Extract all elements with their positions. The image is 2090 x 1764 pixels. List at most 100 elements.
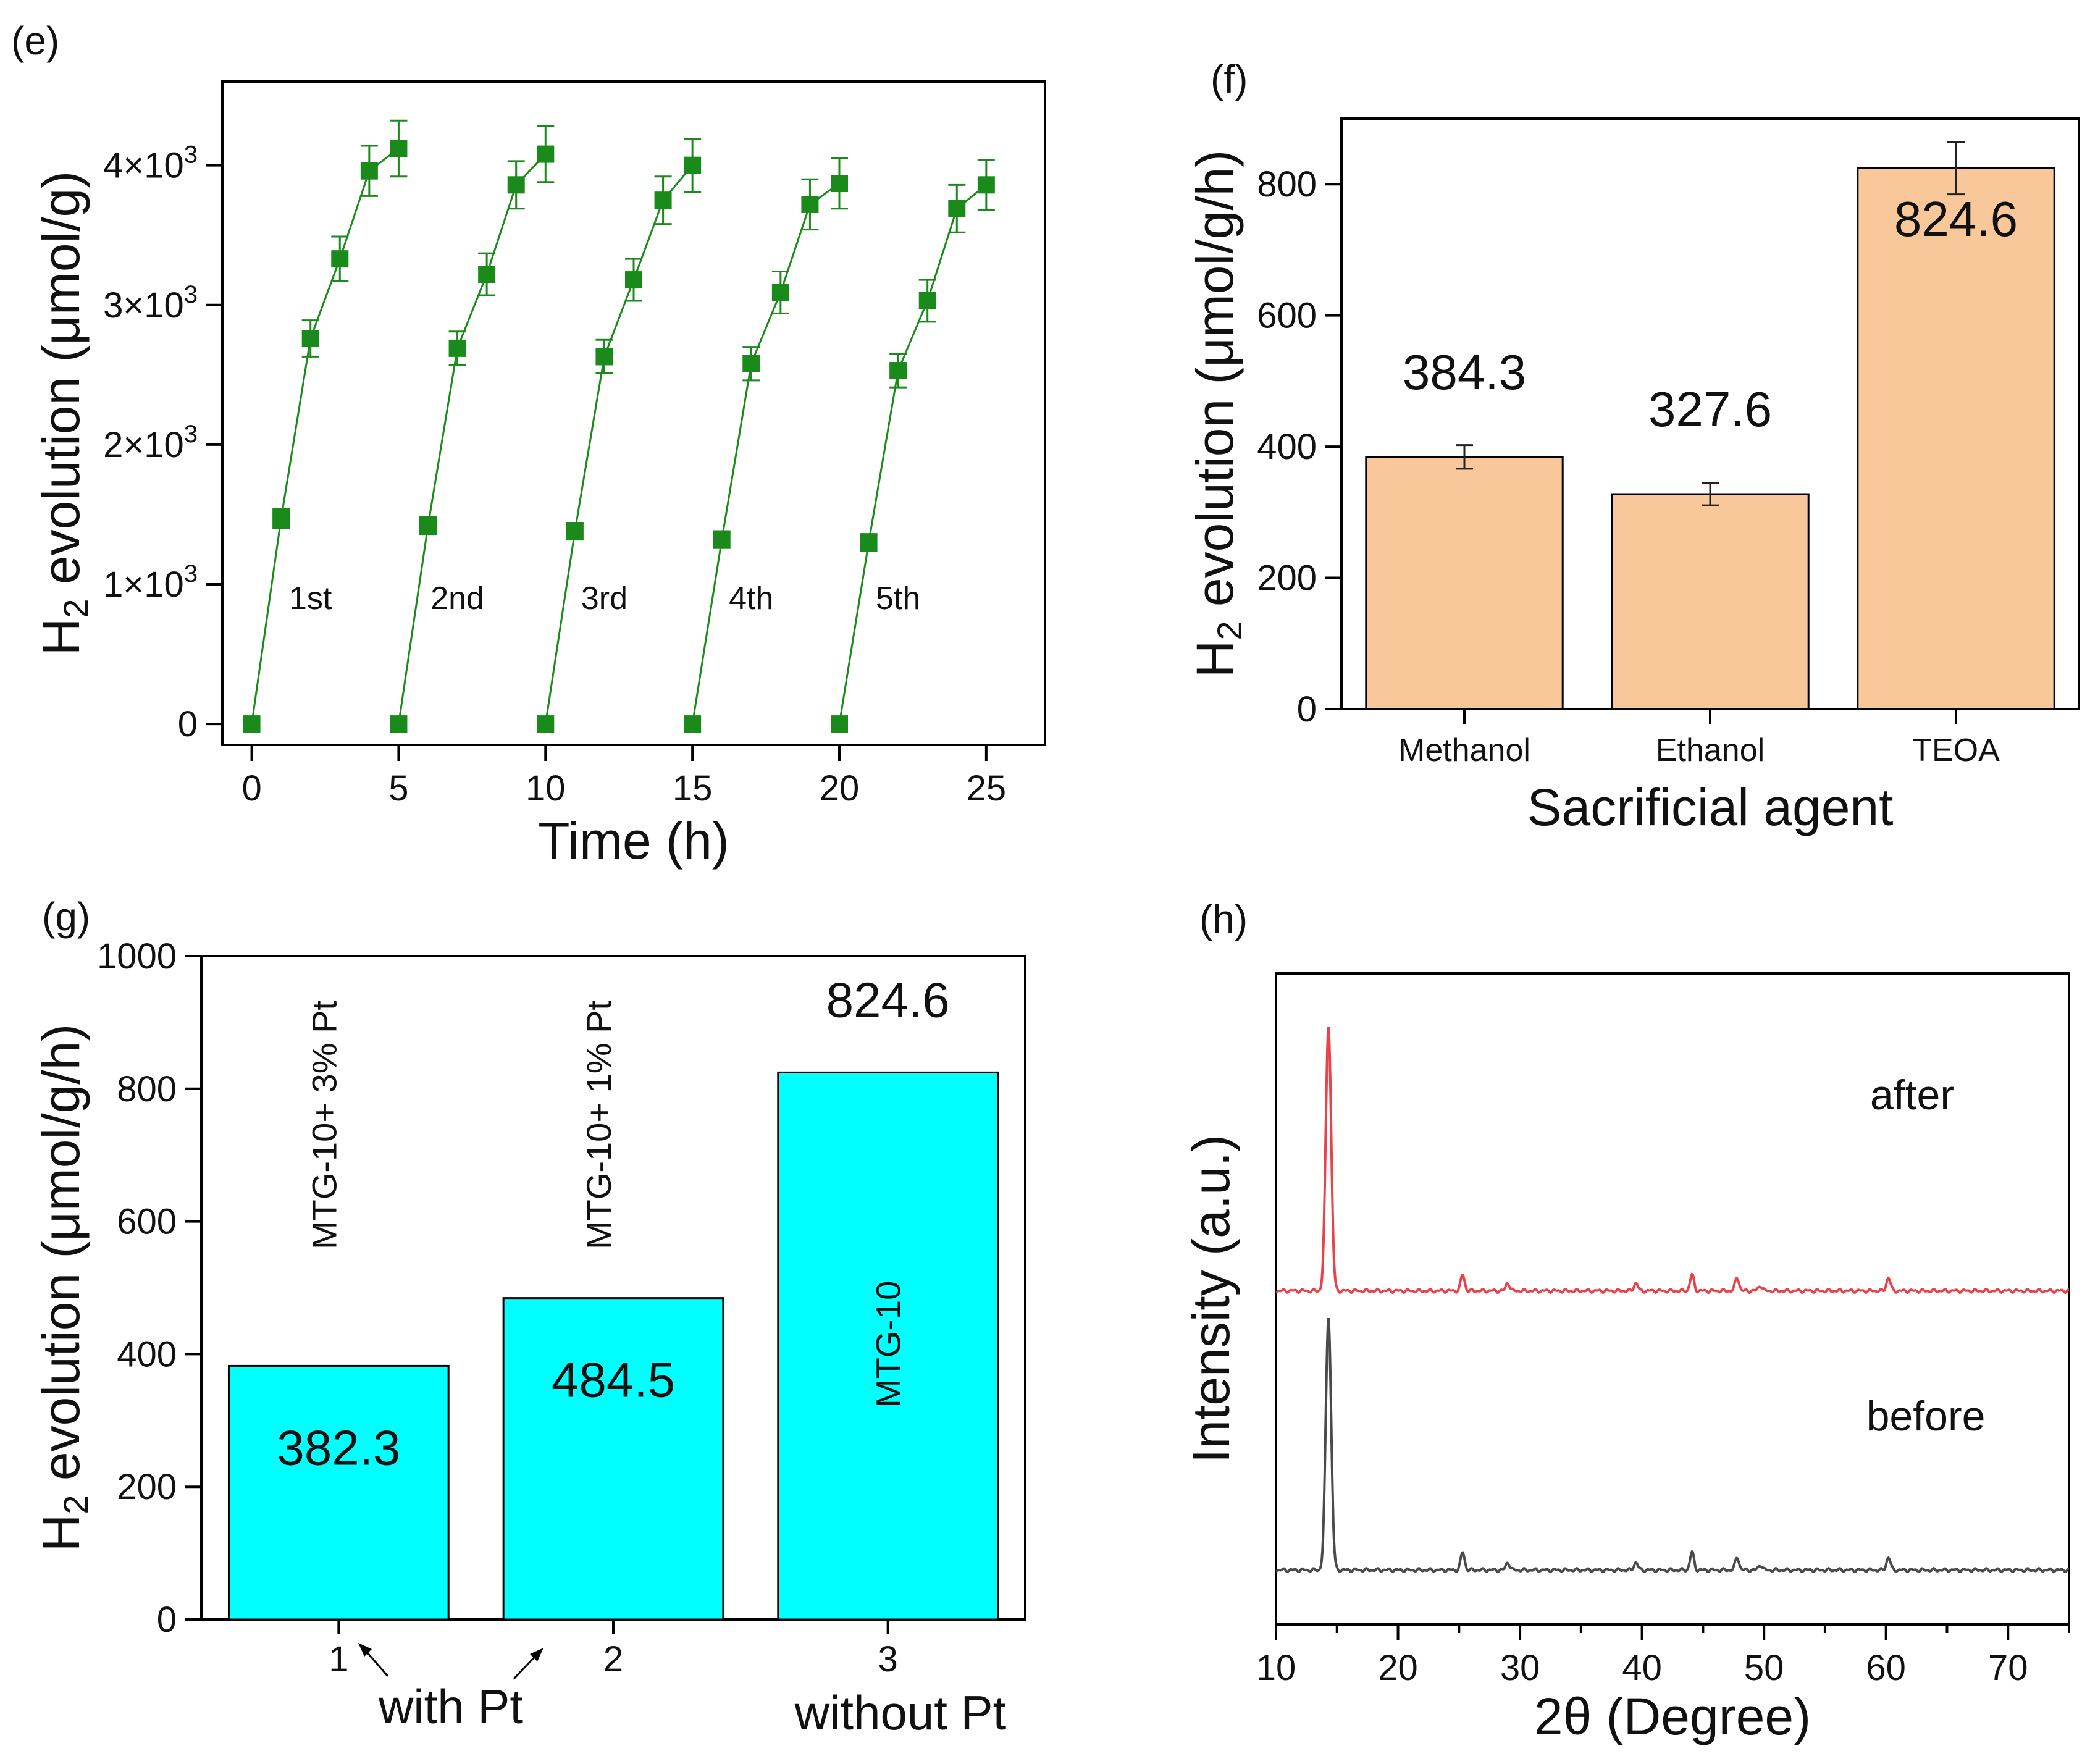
f-ytick-label: 400 — [1257, 427, 1317, 467]
g-ytick-label: 200 — [117, 1467, 177, 1507]
e-data-point — [801, 195, 819, 213]
e-data-point — [272, 510, 290, 527]
h-xtick-label: 30 — [1500, 1648, 1540, 1688]
e-data-point — [331, 250, 349, 268]
e-ylabel: H2 evolution (μmol/g) — [32, 171, 95, 656]
g-arrow-head — [530, 1648, 543, 1661]
h-xrd-trace — [1275, 1027, 2070, 1295]
e-ytick-label: 4×103 — [103, 141, 198, 186]
e-data-point — [713, 531, 731, 548]
g-ylabel: H2 evolution (μmol/g/h) — [32, 1024, 95, 1552]
f-ytick-label: 0 — [1297, 689, 1317, 729]
g-value-label: 382.3 — [277, 1420, 400, 1475]
f-category-label: Ethanol — [1656, 733, 1765, 768]
ylabel-main: H — [32, 1514, 90, 1552]
f-bar — [1611, 493, 1810, 710]
e-data-point — [301, 330, 319, 348]
ylabel-subscript: 2 — [56, 1495, 95, 1514]
f-category-label: Methanol — [1398, 733, 1530, 768]
ylabel-main: H — [32, 618, 90, 656]
h-xtick-label: 20 — [1378, 1648, 1418, 1688]
panel-g-label: (g) — [42, 894, 90, 939]
h-xtick-label: 60 — [1866, 1648, 1906, 1688]
f-category-label: TEOA — [1912, 733, 2000, 768]
g-ytick-label: 800 — [117, 1069, 177, 1109]
e-ytick-label: 0 — [178, 704, 198, 744]
e-data-point — [595, 348, 613, 366]
h-trace-label: before — [1866, 1393, 1986, 1440]
f-ytick-label: 200 — [1257, 558, 1317, 598]
ylabel-subscript: 2 — [1210, 621, 1249, 640]
e-data-point — [243, 715, 261, 733]
e-cycle-label: 1st — [289, 581, 332, 616]
e-data-point — [566, 523, 584, 540]
panel-e-label: (e) — [11, 19, 59, 63]
ylabel-rest: evolution (μmol/g) — [32, 171, 90, 599]
g-sample-label: MTG-10+ 3% Pt — [304, 1001, 343, 1250]
e-series-line — [251, 148, 400, 724]
h-xtick-label: 70 — [1988, 1648, 2028, 1688]
f-value-label: 327.6 — [1648, 382, 1772, 437]
g-arrow-head — [358, 1643, 372, 1657]
e-ytick-label: 1×103 — [103, 560, 198, 605]
h-trace-label: after — [1870, 1072, 1954, 1119]
f-bar — [1857, 167, 2055, 710]
e-data-point — [742, 355, 760, 372]
g-category-label: 2 — [603, 1639, 623, 1679]
e-data-point — [478, 266, 496, 284]
e-data-point — [537, 715, 555, 733]
g-ytick-label: 0 — [157, 1600, 177, 1640]
g-sample-label: MTG-10 — [869, 1281, 908, 1408]
e-ytick-label: 3×103 — [103, 281, 198, 326]
e-cycle-label: 4th — [729, 581, 773, 616]
e-cycle-label: 3rd — [581, 581, 627, 616]
e-data-point — [889, 362, 907, 380]
e-data-point — [771, 284, 789, 301]
e-data-point — [390, 140, 408, 158]
e-ytick-exponent: 3 — [184, 560, 198, 587]
g-ytick-label: 400 — [117, 1334, 177, 1374]
h-xrd-trace — [1275, 1318, 2070, 1574]
h-xtick-label: 40 — [1622, 1648, 1662, 1688]
panel-h-label: (h) — [1199, 897, 1248, 941]
e-ytick-base: 0 — [178, 704, 198, 744]
g-group-label-without-pt: without Pt — [794, 1686, 1007, 1740]
e-data-point — [507, 176, 525, 194]
e-data-point — [918, 292, 936, 309]
e-data-point — [419, 517, 437, 535]
f-value-label: 384.3 — [1403, 345, 1526, 400]
e-data-point — [684, 156, 702, 174]
g-bar — [227, 1364, 450, 1621]
ylabel-main: H — [1186, 640, 1244, 678]
g-group-label-with-pt: with Pt — [378, 1679, 523, 1734]
g-value-label: 824.6 — [826, 972, 950, 1027]
g-category-label: 3 — [878, 1639, 898, 1679]
e-data-point — [360, 162, 378, 180]
e-ytick-exponent: 3 — [184, 421, 198, 448]
e-xlabel: Time (h) — [538, 812, 729, 870]
f-ytick-label: 600 — [1257, 296, 1317, 336]
e-data-point — [625, 271, 642, 289]
e-xtick-label: 15 — [673, 768, 713, 808]
g-category-label: 1 — [329, 1639, 348, 1679]
h-xtick-label: 10 — [1256, 1648, 1296, 1688]
h-xtick-label: 50 — [1744, 1648, 1784, 1688]
e-data-point — [977, 176, 995, 194]
e-data-point — [537, 145, 555, 163]
e-ytick-base: 2×10 — [103, 425, 184, 465]
e-xtick-label: 5 — [388, 768, 408, 808]
e-xtick-label: 0 — [241, 768, 261, 808]
e-xtick-label: 20 — [820, 768, 860, 808]
h-ylabel: Intensity (a.u.) — [1182, 1135, 1240, 1463]
e-data-point — [831, 715, 848, 733]
e-data-point — [654, 191, 672, 209]
e-data-point — [831, 175, 848, 193]
f-bar — [1365, 456, 1564, 710]
e-series-line — [544, 164, 694, 724]
e-ytick-base: 4×10 — [103, 146, 184, 186]
ylabel-rest: evolution (μmol/g/h) — [1186, 150, 1244, 621]
e-data-point — [684, 715, 702, 733]
f-xlabel: Sacrificial agent — [1527, 778, 1894, 836]
e-ytick-base: 3×10 — [103, 285, 184, 326]
